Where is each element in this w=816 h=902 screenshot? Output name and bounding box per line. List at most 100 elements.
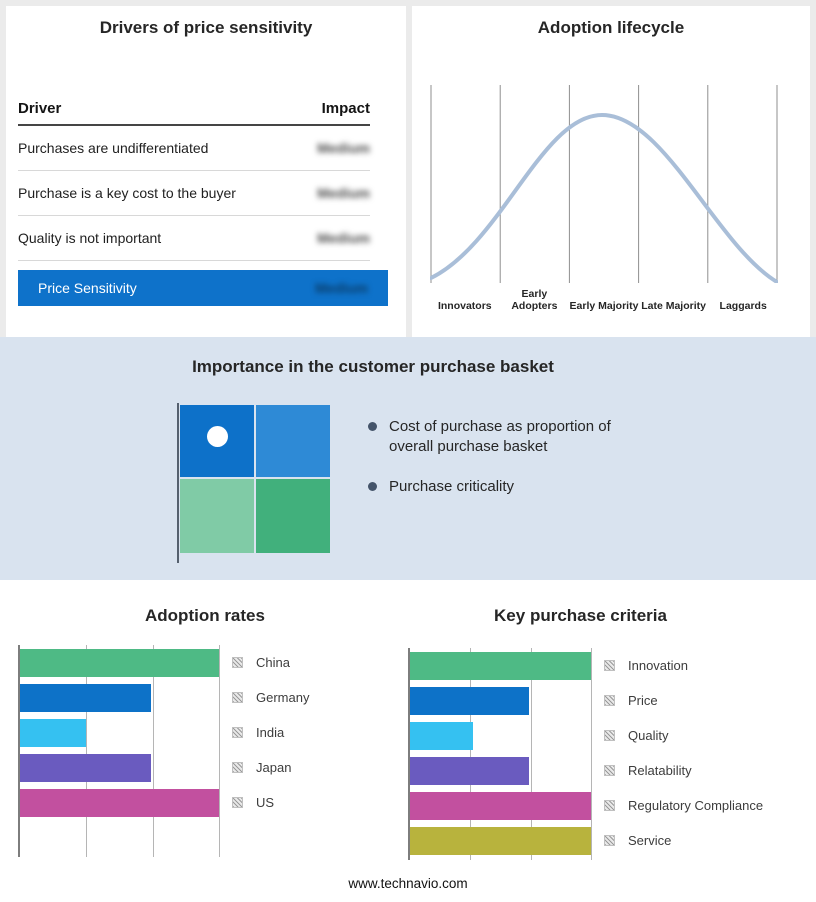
legend-item-germany: Germany xyxy=(232,680,309,715)
bar-slot xyxy=(410,823,591,858)
legend-swatch-icon xyxy=(604,835,615,846)
legend-swatch-icon xyxy=(604,765,615,776)
legend-label: Regulatory Compliance xyxy=(628,798,764,813)
stage-label-laggards: Laggards xyxy=(719,300,767,313)
bar-innovation xyxy=(410,651,591,680)
price-sensitivity-value: Medium xyxy=(315,280,368,296)
legend-label: Innovation xyxy=(628,658,688,673)
column-impact: Impact xyxy=(321,100,370,117)
bar-us xyxy=(20,788,219,817)
quadrant-axis-line xyxy=(177,403,179,563)
quadrant-cell-bottom-left xyxy=(180,479,254,553)
basket-panel: Importance in the customer purchase bask… xyxy=(0,337,816,580)
impact-value: Medium xyxy=(317,140,370,156)
drivers-title: Drivers of price sensitivity xyxy=(99,18,313,37)
price-sensitivity-label: Price Sensitivity xyxy=(38,280,137,296)
legend-item-price: Price xyxy=(604,683,763,718)
bullet-item: Purchase criticality xyxy=(368,477,636,497)
legend-swatch-icon xyxy=(604,660,615,671)
column-driver: Driver xyxy=(18,100,62,117)
bar-slot xyxy=(410,718,591,753)
legend-item-relatability: Relatability xyxy=(604,753,763,788)
legend-swatch-icon xyxy=(232,727,243,738)
bar-slot xyxy=(20,680,219,715)
bar-slot xyxy=(20,645,219,680)
key-purchase-criteria-legend: Innovation Price Quality Relatability Regula… xyxy=(604,648,763,858)
legend-swatch-icon xyxy=(232,692,243,703)
quadrant-graphic xyxy=(180,405,330,553)
lifecycle-gridlines xyxy=(430,85,778,283)
gridline xyxy=(591,648,592,860)
drivers-table-header: Driver Impact xyxy=(18,90,370,126)
price-sensitivity-row: Price Sensitivity Medium xyxy=(18,270,388,306)
bar-slot xyxy=(410,648,591,683)
gridline xyxy=(530,648,532,860)
stage-label-innovators: Innovators xyxy=(437,300,492,313)
charts-section: Adoption rates Key purchase criteria Chi… xyxy=(0,580,816,902)
bar-price xyxy=(410,686,530,715)
driver-name: Purchase is a key cost to the buyer xyxy=(18,185,236,201)
position-dot xyxy=(207,426,228,447)
adoption-rates-plot xyxy=(18,645,220,857)
legend-swatch-icon xyxy=(232,762,243,773)
legend-label: China xyxy=(256,655,290,670)
legend-label: India xyxy=(256,725,285,740)
lifecycle-panel: Adoption lifecycle Innovators Early Adopt… xyxy=(412,6,810,337)
legend-swatch-icon xyxy=(604,800,615,811)
bar-india xyxy=(20,718,86,747)
bar-slot xyxy=(410,683,591,718)
stage-label-early-majority: Early Majority xyxy=(569,300,639,313)
bar-service xyxy=(410,826,591,855)
stage-label-late-majority: Late Majority xyxy=(641,300,706,313)
bar-quality xyxy=(410,721,474,750)
impact-value: Medium xyxy=(317,185,370,201)
legend-swatch-icon xyxy=(604,730,615,741)
legend-item-japan: Japan xyxy=(232,750,309,785)
bar-slot xyxy=(20,750,219,785)
key-purchase-criteria-title: Key purchase criteria xyxy=(494,606,667,625)
bar-germany xyxy=(20,683,152,712)
legend-item-india: India xyxy=(232,715,309,750)
bar-china xyxy=(20,648,219,677)
lifecycle-stage-labels: Innovators Early Adopters Early Majority La… xyxy=(430,283,778,313)
bar-relatability xyxy=(410,756,530,785)
drivers-table: Driver Impact Purchases are undifferenti… xyxy=(18,90,370,261)
drivers-table-body: Purchases are undifferentiated Medium Purc… xyxy=(18,126,370,261)
adoption-rates-legend: China Germany India Japan US xyxy=(232,645,309,820)
basket-title: Importance in the customer purchase bask… xyxy=(192,357,554,376)
key-purchase-criteria-plot xyxy=(408,648,592,860)
driver-row: Quality is not important Medium xyxy=(18,216,370,261)
basket-bullet-list: Cost of purchase as proportion of overal… xyxy=(368,417,636,518)
driver-name: Quality is not important xyxy=(18,230,162,246)
gridline xyxy=(470,648,472,860)
driver-name: Purchases are undifferentiated xyxy=(18,140,209,156)
legend-swatch-icon xyxy=(604,695,615,706)
legend-label: Japan xyxy=(256,760,292,775)
legend-item-quality: Quality xyxy=(604,718,763,753)
bar-slot xyxy=(410,788,591,823)
quadrant-cell-top-left xyxy=(180,405,254,477)
gridline xyxy=(152,645,154,857)
legend-item-service: Service xyxy=(604,823,763,858)
legend-swatch-icon xyxy=(232,797,243,808)
legend-item-innovation: Innovation xyxy=(604,648,763,683)
driver-row: Purchase is a key cost to the buyer Mediu… xyxy=(18,171,370,216)
bell-curve xyxy=(429,112,779,284)
legend-item-us: US xyxy=(232,785,309,820)
legend-label: Service xyxy=(628,833,672,848)
legend-item-china: China xyxy=(232,645,309,680)
driver-row: Purchases are undifferentiated Medium xyxy=(18,126,370,171)
lifecycle-chart xyxy=(429,85,779,284)
legend-swatch-icon xyxy=(232,657,243,668)
bar-japan xyxy=(20,753,152,782)
legend-label: Price xyxy=(628,693,658,708)
stage-label-early-adopters: Early Adopters xyxy=(511,287,558,313)
legend-label: Quality xyxy=(628,728,669,743)
bar-slot xyxy=(20,785,219,820)
bar-slot xyxy=(20,715,219,750)
drivers-panel: Drivers of price sensitivity Driver Impa… xyxy=(6,6,406,337)
footer-url: www.technavio.com xyxy=(348,876,468,891)
gridline xyxy=(219,645,220,857)
legend-label: Relatability xyxy=(628,763,692,778)
